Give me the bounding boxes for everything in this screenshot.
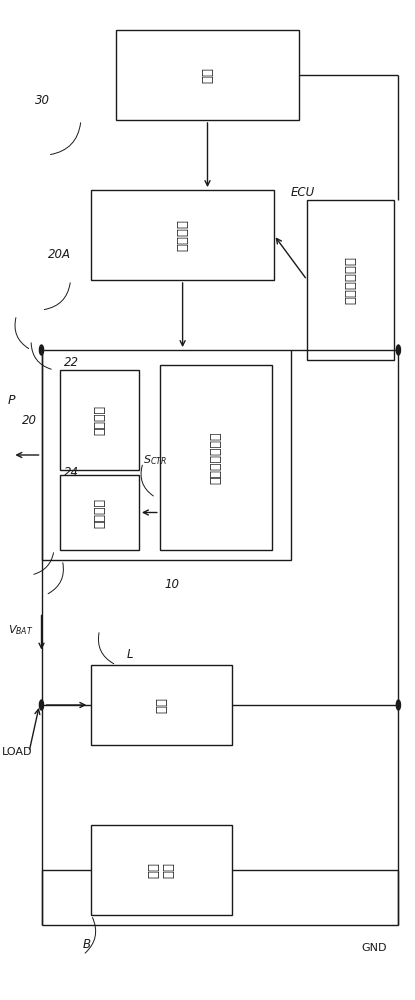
- Text: 转子线圈: 转子线圈: [93, 405, 106, 435]
- Text: 开关单元: 开关单元: [93, 497, 106, 527]
- Bar: [91, 665, 232, 745]
- Text: ECU: ECU: [290, 186, 315, 198]
- Bar: [160, 365, 272, 550]
- Text: 负载: 负载: [155, 697, 168, 713]
- Text: 20A: 20A: [48, 248, 71, 261]
- Bar: [60, 370, 139, 470]
- Bar: [91, 825, 232, 915]
- Bar: [116, 30, 299, 120]
- Text: 22: 22: [64, 356, 79, 368]
- Text: P: P: [7, 393, 15, 406]
- Text: 储能
元件: 储能 元件: [148, 862, 176, 878]
- Bar: [307, 200, 394, 360]
- Circle shape: [39, 700, 44, 710]
- Text: 24: 24: [64, 466, 79, 479]
- Bar: [91, 190, 274, 280]
- Text: 车载控制单元: 车载控制单元: [344, 256, 357, 304]
- Circle shape: [396, 700, 400, 710]
- Circle shape: [39, 345, 44, 355]
- Circle shape: [396, 345, 400, 355]
- Text: 发电机控制电路: 发电机控制电路: [209, 431, 222, 484]
- Text: L: L: [127, 648, 133, 662]
- Text: 10: 10: [164, 578, 179, 591]
- Text: 20: 20: [22, 414, 37, 426]
- Text: $V_{BAT}$: $V_{BAT}$: [8, 623, 34, 637]
- Text: GND: GND: [361, 943, 386, 953]
- Bar: [42, 350, 290, 560]
- Text: 引擎: 引擎: [201, 67, 214, 83]
- Text: 30: 30: [35, 94, 50, 106]
- Text: B: B: [83, 938, 91, 952]
- Text: $S_{CTR}$: $S_{CTR}$: [143, 453, 167, 467]
- Bar: [60, 475, 139, 550]
- Text: 驱动机构: 驱动机构: [176, 219, 189, 251]
- Text: LOAD: LOAD: [2, 747, 32, 757]
